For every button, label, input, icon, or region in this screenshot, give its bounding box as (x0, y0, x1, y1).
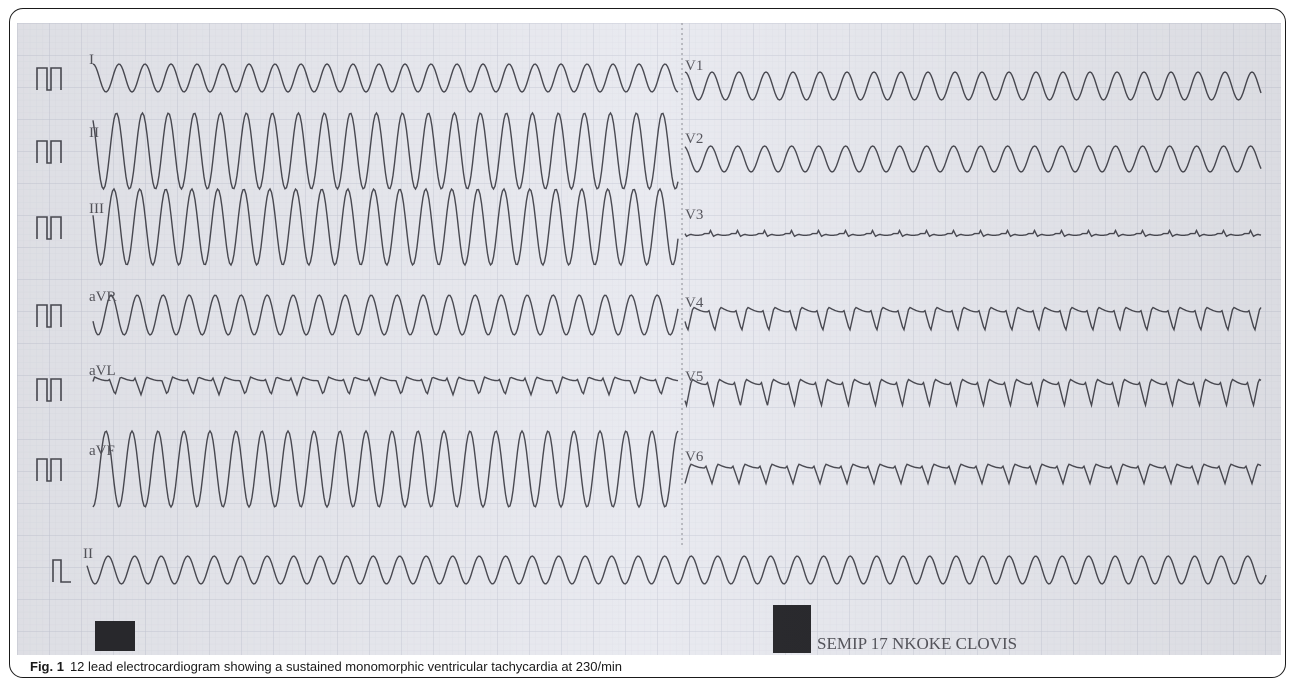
lead-label-iii: III (89, 201, 104, 217)
lead-label-avf: aVF (89, 443, 115, 459)
lead-label-avl: aVL (89, 363, 116, 379)
lead-label-v4: V4 (685, 295, 704, 311)
lead-label-v5: V5 (685, 369, 703, 385)
lead-label-i: I (89, 52, 94, 68)
lead-label-v3: V3 (685, 207, 703, 223)
marker-block-left (95, 621, 135, 651)
figure-caption: Fig. 1 12 lead electrocardiogram showing … (30, 659, 622, 674)
lead-label-v1: V1 (685, 58, 703, 74)
figure-label: Fig. 1 (30, 659, 64, 674)
lead-label-avr: aVR (89, 289, 117, 305)
printout-text: SEMIP 17 NKOKE CLOVIS (817, 634, 1017, 653)
lead-label-ii: II (89, 125, 99, 141)
marker-block-right (773, 605, 811, 653)
lead-label-v2: V2 (685, 131, 703, 147)
lead-label-rhythm: II (83, 546, 93, 562)
lead-label-v6: V6 (685, 449, 704, 465)
figure-caption-text: 12 lead electrocardiogram showing a sust… (69, 659, 623, 674)
figure-frame: I II III aVR aVL aVF V1 V2 V3 V4 V5 V6 II SEMIP 17 N… (9, 8, 1286, 678)
